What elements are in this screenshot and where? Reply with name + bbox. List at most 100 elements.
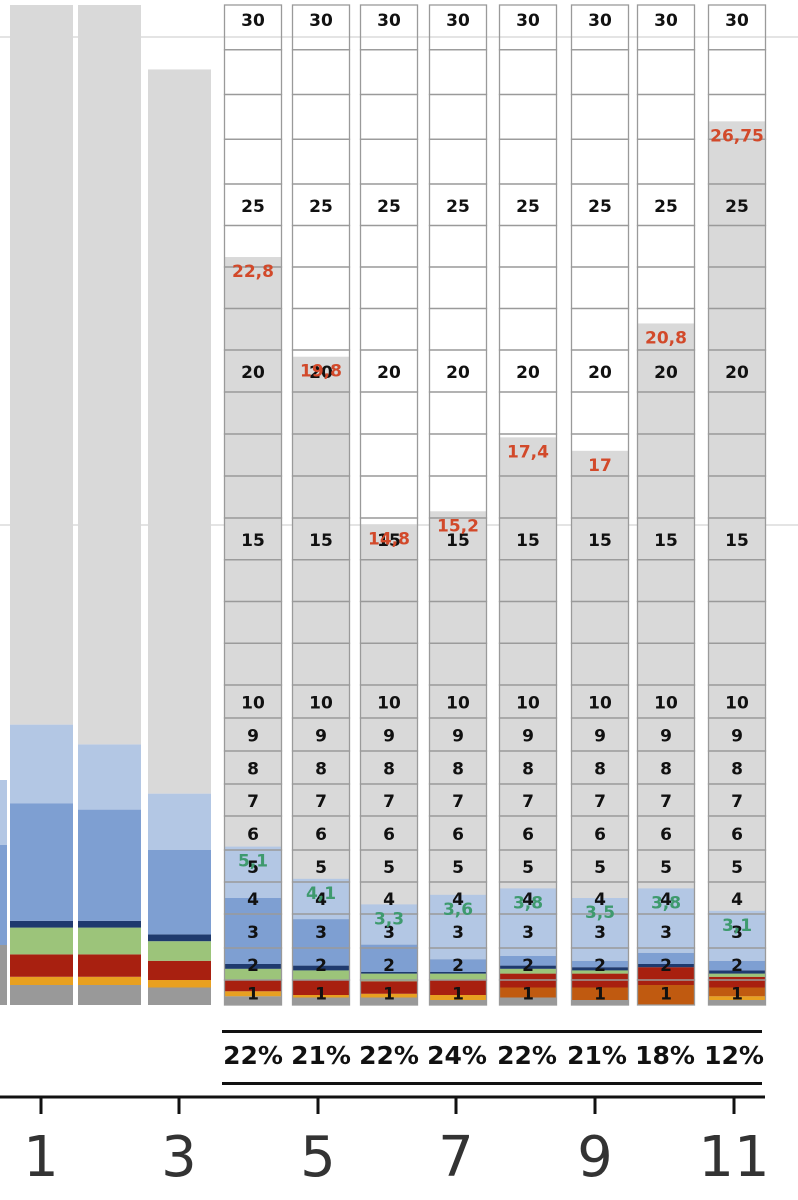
- background-bar-segment: [10, 724, 73, 804]
- ladder-cell: [359, 93, 419, 140]
- total-value-label: 17,4: [507, 442, 549, 462]
- percentage-label: 24%: [427, 1041, 487, 1070]
- ladder-cell: [636, 4, 696, 51]
- ladder-cell: [223, 4, 283, 51]
- ladder-label: 10: [516, 694, 540, 714]
- bar-segment: [224, 968, 282, 980]
- ladder-cell: [570, 391, 630, 435]
- ladder-label: 5: [594, 858, 606, 878]
- ladder-cell: [291, 93, 351, 140]
- ladder-label: 8: [594, 760, 606, 780]
- ladder-cell: [498, 93, 558, 140]
- ladder-label: 15: [588, 531, 612, 551]
- bar-segment: [429, 980, 487, 995]
- ladder-label: 15: [446, 531, 470, 551]
- ladder-label: 6: [594, 825, 606, 845]
- ladder-label: 8: [660, 760, 672, 780]
- bar-segment: [571, 967, 629, 971]
- ladder-label: 30: [654, 11, 678, 31]
- ladder-label: 9: [522, 727, 534, 747]
- background-bar-segment: [148, 69, 211, 794]
- bar-segment: [499, 888, 557, 956]
- bar-segment: [499, 956, 557, 966]
- ladder-cell: [498, 4, 558, 51]
- ladder-cell: [636, 93, 696, 140]
- bar-segment: [224, 991, 282, 997]
- ladder-label: 15: [241, 531, 265, 551]
- total-value-label: 26,75: [710, 126, 764, 146]
- bar-segment: [224, 996, 282, 1005]
- background-bar-segment: [0, 845, 7, 945]
- ladder-label: 15: [309, 531, 333, 551]
- ladder-label: 5: [315, 858, 327, 878]
- background-bar-segment: [78, 954, 141, 977]
- ladder-label: 15: [516, 531, 540, 551]
- bar-segment: [708, 973, 766, 977]
- ladder-label: 7: [247, 792, 259, 812]
- blue-value-label: 5,1: [238, 852, 268, 872]
- ladder-cell: [291, 4, 351, 51]
- ladder-label: 1: [731, 985, 743, 1005]
- ladder-label: 20: [309, 363, 333, 383]
- ladder-cell: [498, 224, 558, 268]
- background-bar-segment: [78, 5, 141, 745]
- background-bar-segment: [78, 744, 141, 810]
- ladder-label: 2: [315, 956, 327, 976]
- ladder-cell: [570, 307, 630, 351]
- bar-segment: [360, 973, 418, 982]
- ladder-label: 30: [516, 11, 540, 31]
- ladder-cell: [359, 475, 419, 519]
- ladder-cell: [359, 266, 419, 310]
- ladder-cell: [359, 4, 419, 51]
- bar-segment: [360, 993, 418, 998]
- bar-7: 1 2 3 4 5 6 7 8 9 10 15 20 25 30 15,2 3,6: [428, 4, 488, 1006]
- ladder-label: 3: [731, 923, 743, 943]
- background-bar-segment: [0, 945, 7, 1005]
- bar-segment: [499, 968, 557, 974]
- bar-segment: [292, 970, 350, 980]
- percentage-label: 22%: [223, 1041, 283, 1070]
- blue-value-label: 3,6: [443, 900, 473, 920]
- ladder-label: 7: [731, 792, 743, 812]
- ladder-label: 8: [452, 760, 464, 780]
- ladder-cell: [223, 49, 283, 96]
- ladder-cell: [428, 138, 488, 185]
- ladder-cell: [359, 307, 419, 351]
- ladder-label: 25: [654, 197, 678, 217]
- labelled-bars: 123456789101520253022,85,112345678910152…: [223, 4, 767, 1006]
- ladder-cell: [570, 266, 630, 310]
- ladder-label: 2: [660, 956, 672, 976]
- total-value-label: 22,8: [232, 262, 274, 282]
- bar-segment: [637, 985, 695, 1005]
- ladder-label: 1: [660, 985, 672, 1005]
- bar-segment: [708, 976, 766, 988]
- ladder-cell: [291, 224, 351, 268]
- bar-5: 1 2 3 4 5 6 7 8 9 10 15 20 25 30 19,8 4,1: [291, 4, 351, 1006]
- x-tick-label: 9: [577, 1125, 613, 1190]
- ladder-cell: [359, 433, 419, 477]
- ladder-label: 9: [315, 727, 327, 747]
- bar-segment: [429, 972, 487, 974]
- ladder-label: 10: [377, 694, 401, 714]
- background-bar-segment: [148, 934, 211, 942]
- total-value-label: 15,2: [437, 516, 479, 536]
- bar-segment: [292, 965, 350, 971]
- ladder-label: 2: [594, 956, 606, 976]
- ladder-cell: [291, 138, 351, 185]
- bar-segment: [360, 997, 418, 1005]
- background-bar-segment: [10, 976, 73, 985]
- bar-segment: [637, 964, 695, 968]
- bar-segment: [224, 980, 282, 992]
- ladder-label: 25: [516, 197, 540, 217]
- ladder-label: 5: [522, 858, 534, 878]
- background-bar-segment: [10, 985, 73, 1005]
- percentage-label: 21%: [567, 1041, 627, 1070]
- bar-segment: [708, 1000, 766, 1005]
- ladder-label: 3: [452, 923, 464, 943]
- ladder-cell: [498, 49, 558, 96]
- ladder-label: 20: [725, 363, 749, 383]
- percentage-label: 21%: [291, 1041, 351, 1070]
- ladder-label: 30: [377, 11, 401, 31]
- ladder-cell: [570, 93, 630, 140]
- background-bar-segment: [148, 941, 211, 961]
